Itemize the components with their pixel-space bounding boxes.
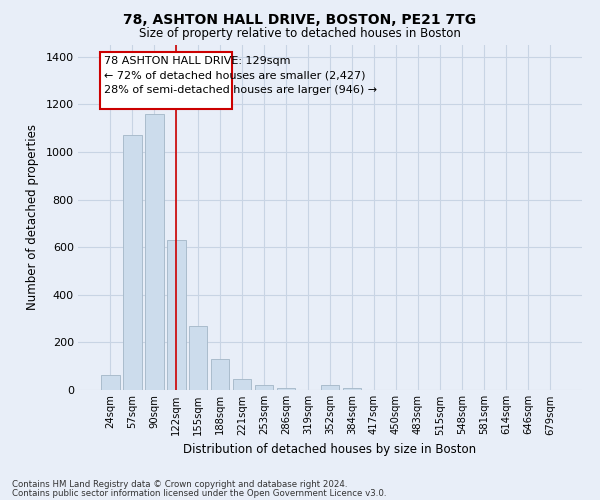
Bar bbox=[123, 136, 142, 390]
Bar bbox=[277, 388, 295, 390]
Bar bbox=[145, 114, 164, 390]
Text: Contains HM Land Registry data © Crown copyright and database right 2024.: Contains HM Land Registry data © Crown c… bbox=[12, 480, 347, 489]
X-axis label: Distribution of detached houses by size in Boston: Distribution of detached houses by size … bbox=[184, 443, 476, 456]
FancyBboxPatch shape bbox=[100, 52, 232, 109]
Bar bbox=[101, 374, 119, 390]
Bar bbox=[343, 388, 361, 390]
Text: 28% of semi-detached houses are larger (946) →: 28% of semi-detached houses are larger (… bbox=[104, 85, 377, 95]
Bar bbox=[233, 380, 251, 390]
Text: ← 72% of detached houses are smaller (2,427): ← 72% of detached houses are smaller (2,… bbox=[104, 70, 365, 81]
Text: Size of property relative to detached houses in Boston: Size of property relative to detached ho… bbox=[139, 28, 461, 40]
Bar bbox=[320, 385, 340, 390]
Text: Contains public sector information licensed under the Open Government Licence v3: Contains public sector information licen… bbox=[12, 490, 386, 498]
Text: 78 ASHTON HALL DRIVE: 129sqm: 78 ASHTON HALL DRIVE: 129sqm bbox=[104, 56, 290, 66]
Bar bbox=[189, 326, 208, 390]
Y-axis label: Number of detached properties: Number of detached properties bbox=[26, 124, 39, 310]
Text: 78, ASHTON HALL DRIVE, BOSTON, PE21 7TG: 78, ASHTON HALL DRIVE, BOSTON, PE21 7TG bbox=[124, 12, 476, 26]
Bar bbox=[167, 240, 185, 390]
Bar bbox=[211, 359, 229, 390]
Bar bbox=[255, 385, 274, 390]
